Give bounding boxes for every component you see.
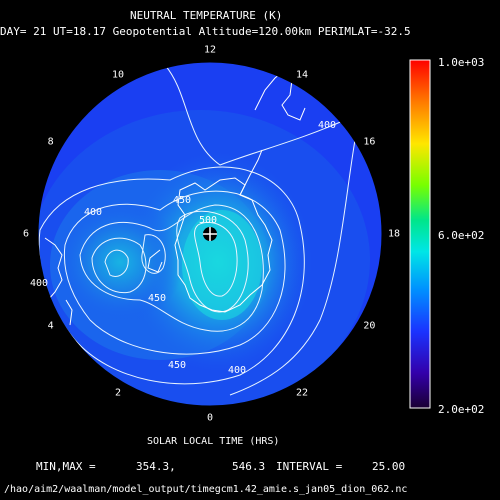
local-time-tick: 20: [363, 320, 376, 332]
contour-label: 400: [30, 278, 49, 289]
local-time-tick: 22: [295, 387, 309, 399]
interval-value: 25.00: [372, 460, 406, 473]
pole-marker: [203, 227, 217, 241]
local-time-tick: 10: [111, 69, 125, 81]
local-time-tick: 6: [22, 228, 30, 240]
chart-title: NEUTRAL TEMPERATURE (K): [130, 9, 283, 22]
x-axis-label: SOLAR LOCAL TIME (HRS): [147, 436, 280, 447]
contour-label: 400: [228, 365, 247, 376]
contour-label: 450: [173, 195, 192, 206]
contour-label: 450: [148, 293, 167, 304]
colorbar: [409, 59, 431, 409]
local-time-tick: 14: [295, 69, 309, 81]
polar-boundary: [37, 61, 383, 407]
local-time-tick: 4: [47, 320, 54, 332]
contour-label: 500: [199, 215, 218, 226]
contour-label: 400: [84, 207, 103, 218]
max-value: 546.3: [232, 460, 266, 473]
local-time-tick: 18: [387, 228, 401, 240]
interval-label: INTERVAL =: [276, 460, 343, 473]
local-time-tick: 12: [203, 44, 217, 56]
local-time-tick: 2: [114, 387, 122, 399]
local-time-tick: 0: [206, 412, 214, 424]
colorbar-min-label: 2.0e+02: [438, 403, 485, 416]
colorbar-max-label: 1.0e+03: [438, 56, 485, 69]
local-time-tick: 8: [47, 136, 54, 148]
coastlines: [44, 69, 306, 326]
file-path: /hao/aim2/waalman/model_output/timegcm1.…: [4, 484, 408, 495]
chart-subtitle: DAY= 21 UT=18.17 Geopotential Altitude=1…: [0, 25, 411, 38]
local-time-tick: 16: [363, 136, 376, 148]
colorbar-mid-label: 6.0e+02: [438, 229, 485, 242]
minmax-label: MIN,MAX =: [36, 460, 96, 473]
contour-label: 450: [168, 360, 187, 371]
contour-label: 400: [318, 120, 337, 131]
min-value: 354.3,: [136, 460, 176, 473]
